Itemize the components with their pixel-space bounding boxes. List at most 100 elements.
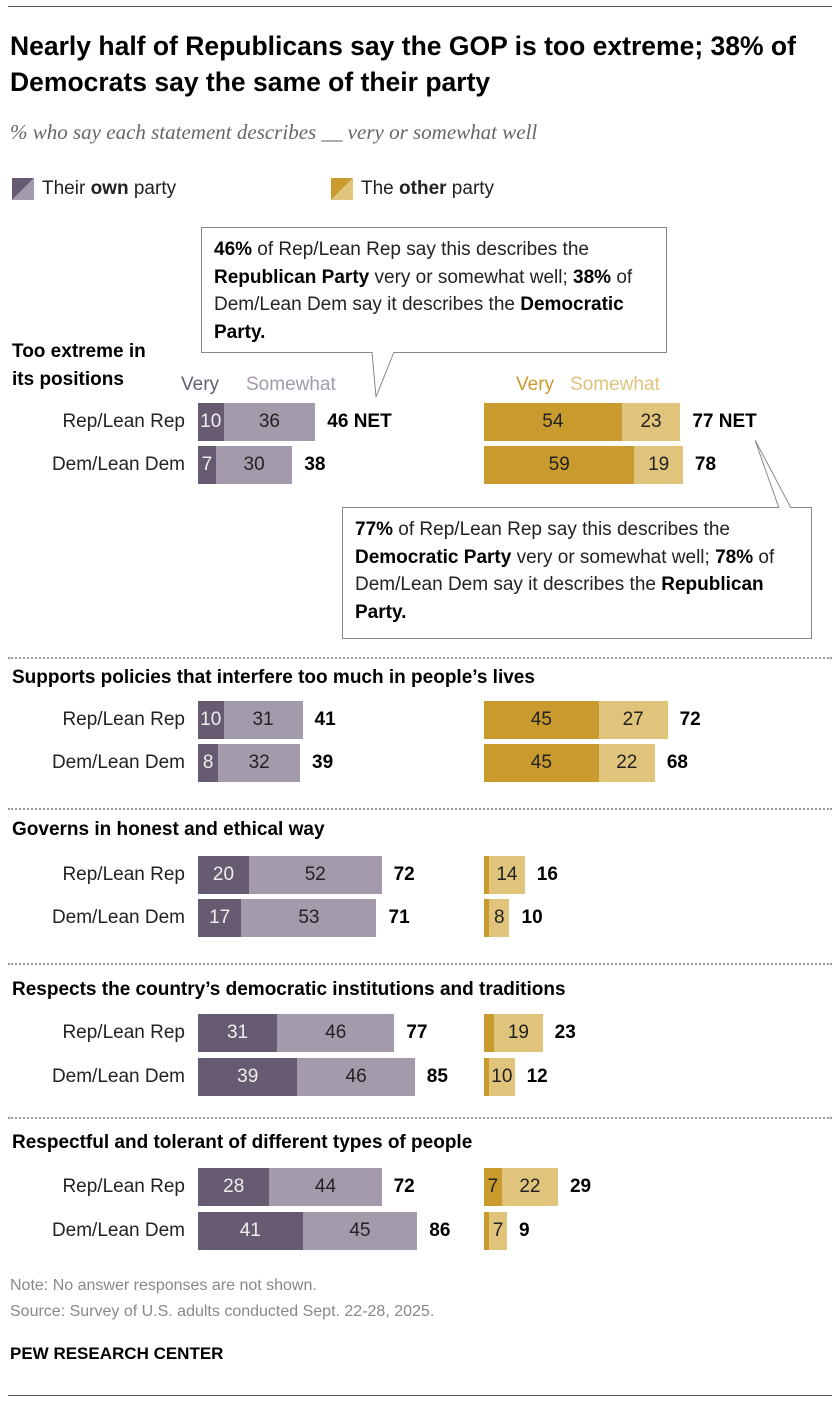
own-net-label: 85 [426,1066,448,1087]
other-very-bar: 7 [484,1168,502,1206]
own-very-bar: 17 [198,899,242,937]
own-net-label: 72 [393,1176,415,1197]
own-somewhat-bar: 30 [215,446,293,484]
group-label: Dem/Lean Dem [51,454,185,475]
section-label: Respects the country’s democratic instit… [12,979,566,1000]
other-very-bar [484,899,490,937]
section-divider [8,808,832,810]
group-label: Rep/Lean Rep [62,1022,185,1043]
own-very-bar: 28 [198,1168,270,1206]
legend-label-other: The other party [361,178,495,199]
group-label: Rep/Lean Rep [62,864,185,885]
group-label: Rep/Lean Rep [62,709,185,730]
other-net-label: 29 [569,1176,592,1197]
other-somewhat-bar: 23 [621,403,681,441]
section-label: Respectful and tolerant of different typ… [12,1132,473,1153]
own-very-bar: 10 [198,403,224,441]
chart-title: Nearly half of Republicans say the GOP i… [10,31,796,97]
section-divider [8,1117,832,1119]
own-very-bar: 39 [198,1058,298,1096]
other-very-bar [484,1014,495,1052]
section-label: Supports policies that interfere too muc… [12,667,535,688]
other-very-bar [484,856,490,894]
own-net-label: 38 [304,454,326,475]
other-somewhat-bar: 22 [598,744,655,782]
other-very-bar [484,1212,490,1250]
own-very-bar: 20 [198,856,249,894]
other-somewhat-bar: 10 [489,1058,515,1096]
section-divider [8,963,832,965]
other-very-bar: 54 [484,403,622,441]
other-somewhat-bar: 19 [494,1014,543,1052]
other-somewhat-bar: 27 [598,701,668,739]
other-net-label: 10 [521,907,543,928]
other-somewhat-bar: 22 [501,1168,558,1206]
chart-subtitle: % who say each statement describes __ ve… [10,120,538,144]
own-somewhat-bar: 32 [218,744,300,782]
section-divider [8,657,832,659]
group-label: Dem/Lean Dem [51,907,185,928]
own-very-bar: 31 [198,1014,278,1052]
header-somewhat-own: Somewhat [246,374,336,395]
callout-pointer [755,440,792,509]
callout-other-party: 77% of Rep/Lean Rep say this describes t… [342,507,812,639]
top-rule [8,6,832,7]
legend-own-party: Their own party [12,178,176,200]
own-net-label: 46 NET [327,411,392,432]
own-somewhat-bar: 44 [269,1168,382,1206]
own-very-bar: 41 [198,1212,303,1250]
own-somewhat-bar: 46 [277,1014,395,1052]
bottom-rule [8,1395,832,1396]
other-very-bar: 59 [484,446,635,484]
group-label: Dem/Lean Dem [51,1220,185,1241]
other-very-bar: 45 [484,744,599,782]
section-label: Governs in honest and ethical way [12,819,325,840]
brand-logo: PEW RESEARCH CENTER [10,1344,224,1363]
callout-pointer [371,352,395,398]
legend-other-party: The other party [331,178,494,200]
other-somewhat-bar: 19 [634,446,683,484]
own-very-bar: 8 [198,744,219,782]
other-net-label: 16 [536,864,558,885]
own-net-label: 72 [393,864,415,885]
own-somewhat-bar: 36 [223,403,316,441]
own-somewhat-bar: 53 [241,899,377,937]
source: Source: Survey of U.S. adults conducted … [10,1303,435,1320]
other-somewhat-bar: 14 [489,856,525,894]
note: Note: No answer responses are not shown. [10,1277,317,1294]
own-net-label: 39 [312,752,334,773]
group-label: Rep/Lean Rep [62,1176,185,1197]
own-very-bar: 7 [198,446,216,484]
own-somewhat-bar: 31 [223,701,303,739]
callout-own-party: 46% of Rep/Lean Rep say this describes t… [201,227,667,353]
other-net-label: 9 [518,1220,530,1241]
header-very-other: Very [516,374,555,395]
other-net-label: 77 NET [692,411,757,432]
group-label: Rep/Lean Rep [62,411,185,432]
own-net-label: 41 [314,709,336,730]
other-net-label: 72 [679,709,701,730]
legend-label-own: Their own party [42,178,177,199]
section-label: Too extreme in its positions [12,341,146,390]
own-somewhat-bar: 45 [302,1212,418,1250]
other-net-label: 23 [554,1022,576,1043]
other-net-label: 78 [694,454,717,475]
other-net-label: 12 [526,1066,548,1087]
header-somewhat-other: Somewhat [570,374,660,395]
own-somewhat-bar: 46 [297,1058,415,1096]
other-somewhat-bar: 7 [489,1212,507,1250]
own-very-bar: 10 [198,701,224,739]
own-net-label: 71 [388,907,410,928]
other-very-bar: 45 [484,701,599,739]
other-somewhat-bar: 8 [489,899,510,937]
legend-swatch-own [12,178,34,200]
own-net-label: 86 [429,1220,451,1241]
own-somewhat-bar: 52 [249,856,382,894]
group-label: Dem/Lean Dem [51,752,185,773]
group-label: Dem/Lean Dem [51,1066,185,1087]
other-very-bar [484,1058,490,1096]
other-net-label: 68 [666,752,688,773]
legend-swatch-other [331,178,353,200]
own-net-label: 77 [406,1022,428,1043]
header-very-own: Very [181,374,220,395]
